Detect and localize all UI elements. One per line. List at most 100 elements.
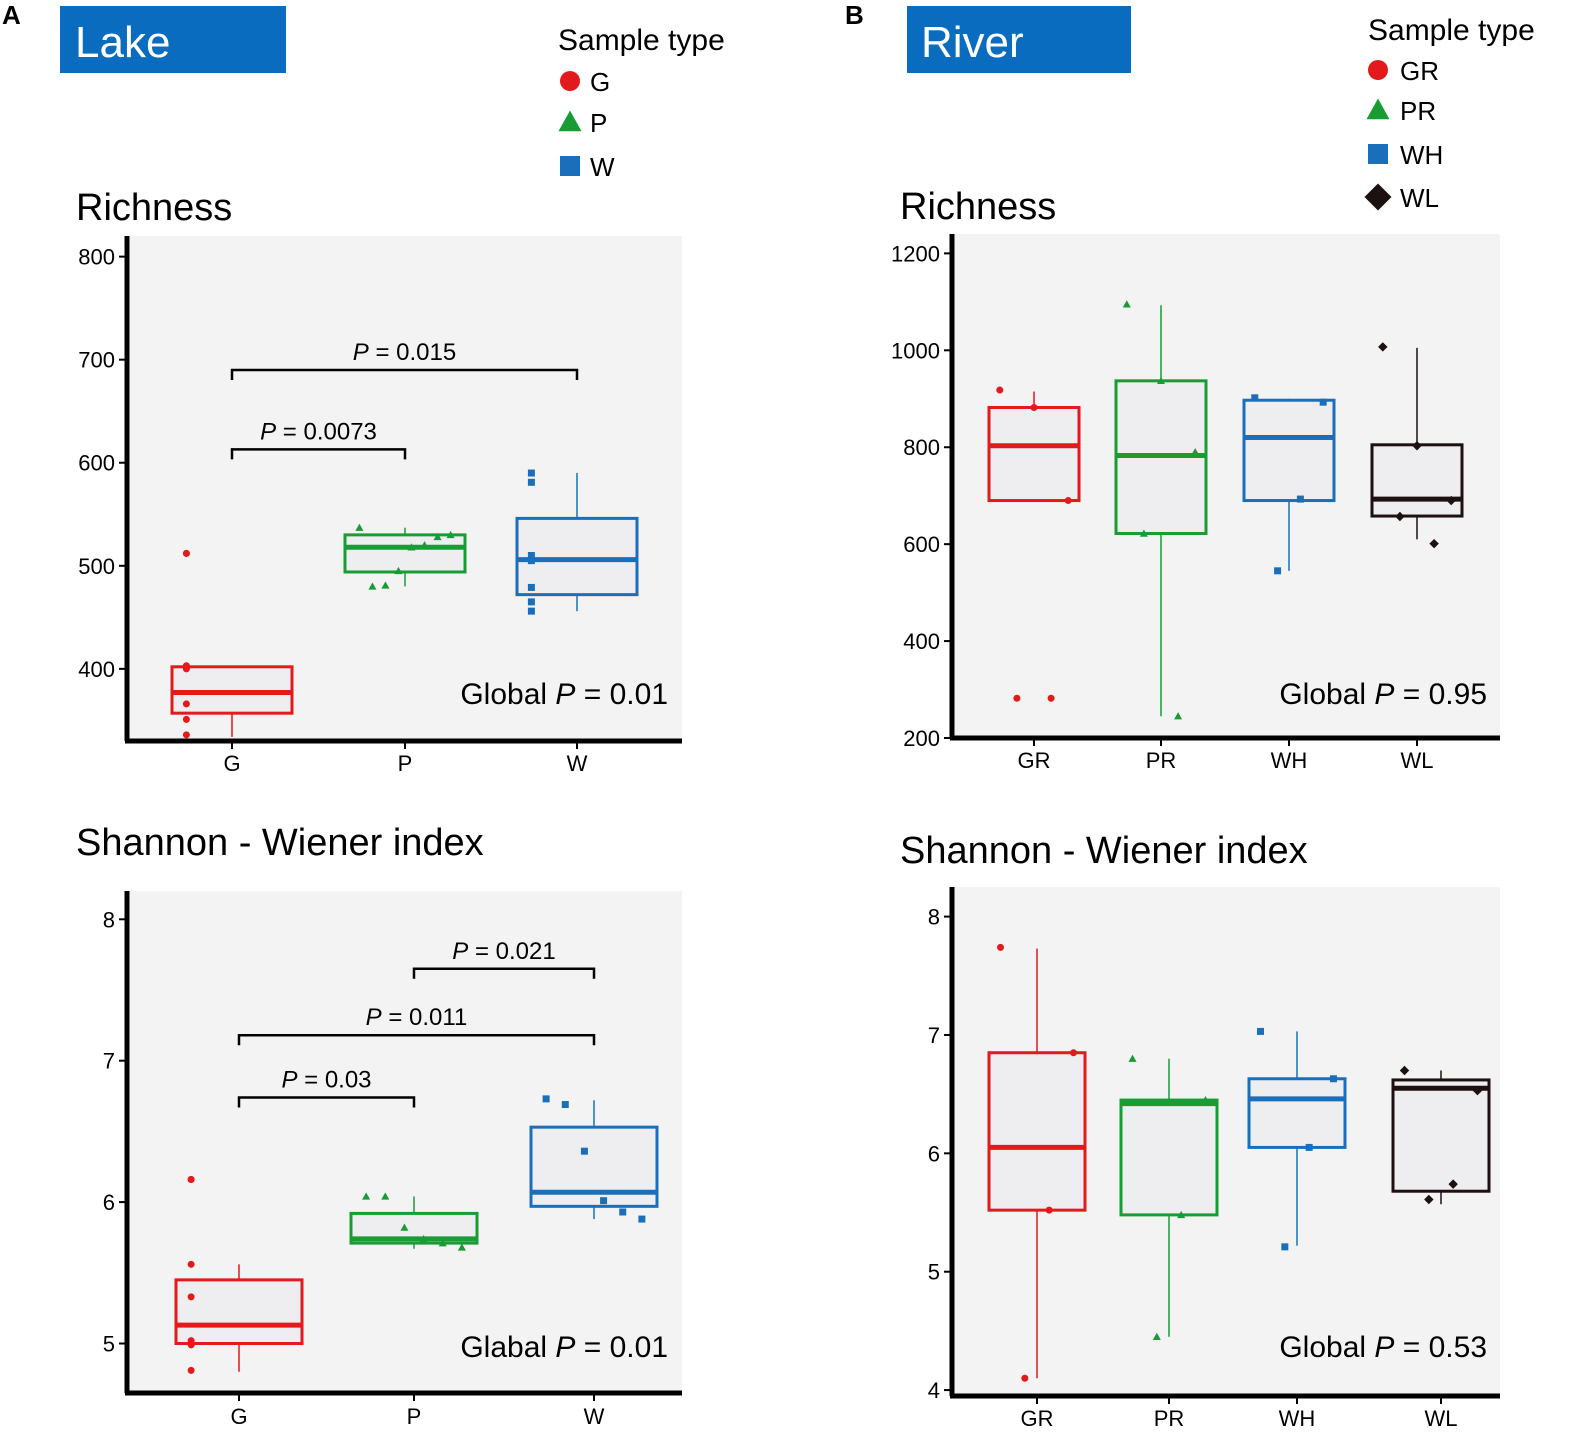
data-point [1424, 1194, 1434, 1205]
data-point [182, 715, 190, 723]
data-point [1047, 694, 1055, 702]
data-point [1152, 1332, 1161, 1341]
data-point [381, 1192, 390, 1200]
global-p-label: Global P = 0.53 [1279, 1331, 1487, 1364]
legend-lake: Sample type GPW [558, 24, 725, 182]
legend-river: Sample type GR PR WH WL [1364, 14, 1535, 213]
legend-lake-title: Sample type [558, 24, 725, 57]
data-point [1251, 394, 1259, 402]
box-iqr [1247, 1077, 1347, 1149]
lake-title-box [60, 6, 286, 73]
x-tick-label: GR [1021, 1406, 1054, 1431]
data-point [600, 1197, 608, 1205]
data-point [638, 1215, 646, 1223]
legend-river-title: Sample type [1368, 14, 1535, 47]
y-tick-label: 800 [78, 245, 115, 270]
box-iqr [987, 405, 1081, 503]
box-w [515, 469, 639, 615]
data-point [187, 1341, 195, 1349]
box-iqr [1370, 443, 1464, 518]
data-point [527, 583, 535, 591]
data-point [1030, 403, 1038, 411]
box-iqr [1242, 398, 1336, 503]
p-value: = 0.021 [468, 938, 555, 965]
data-point [1128, 1054, 1137, 1062]
significance-label: P = 0.021 [452, 938, 555, 965]
data-point [1378, 342, 1388, 352]
data-point [182, 665, 190, 673]
y-tick-label: 8 [103, 907, 115, 932]
box-gr [987, 943, 1087, 1382]
legend-marker-wh [1368, 144, 1388, 164]
data-point [1305, 1143, 1313, 1151]
data-point [527, 607, 535, 615]
data-point [457, 1243, 466, 1251]
x-tick-label: WH [1279, 1406, 1316, 1431]
global-p-label: Global P = 0.01 [460, 678, 668, 711]
global-prefix: Global [1279, 678, 1374, 711]
data-point [1177, 1210, 1186, 1219]
chart-river-richness: Richness 200 400 600 800 1000 1200 Global P = 0… [891, 186, 1500, 773]
data-point [362, 1192, 371, 1200]
y-tick-label: 5 [103, 1332, 115, 1357]
data-point [420, 541, 429, 549]
global-prefix: Glabal [460, 1331, 555, 1364]
data-point [527, 557, 535, 565]
significance-bracket [230, 368, 579, 380]
data-point [368, 582, 377, 590]
x-tick-label: PR [1154, 1406, 1185, 1431]
significance-label: P = 0.0073 [260, 418, 377, 445]
p-value: = 0.03 [297, 1066, 371, 1093]
data-point [1281, 1243, 1289, 1251]
global-value: = 0.95 [1394, 678, 1487, 711]
data-point [187, 1175, 195, 1183]
x-tick-label: P [398, 751, 413, 776]
data-point [1191, 448, 1200, 456]
data-point [1319, 398, 1327, 406]
legend-marker-p [558, 110, 582, 132]
data-point [619, 1208, 627, 1216]
river-title-box [907, 6, 1131, 73]
data-point [381, 581, 390, 589]
significance-bracket [237, 1096, 416, 1108]
significance-bracket [412, 967, 596, 979]
y-tick-label: 1000 [891, 338, 940, 363]
global-prefix: Global [460, 678, 555, 711]
p-symbol: P [452, 938, 468, 965]
data-point [527, 469, 535, 477]
x-tick-label: WL [1425, 1406, 1458, 1431]
data-point [187, 1366, 195, 1374]
x-tick-label: G [223, 751, 240, 776]
box-g [174, 1175, 304, 1374]
y-tick-label: 1200 [891, 241, 940, 266]
p-symbol: P [281, 1066, 297, 1093]
chart-title: Richness [900, 186, 1056, 228]
global-value: = 0.01 [575, 678, 668, 711]
y-tick-label: 600 [78, 451, 115, 476]
box-g [170, 549, 294, 739]
box-pr [1119, 1054, 1219, 1341]
p-value: = 0.011 [382, 1004, 468, 1031]
global-p-label: Glabal P = 0.01 [460, 1331, 668, 1364]
data-point [542, 1095, 550, 1103]
y-tick-label: 7 [103, 1049, 115, 1074]
data-point [1257, 1027, 1265, 1035]
y-tick-label: 400 [78, 657, 115, 682]
data-point [1329, 1075, 1337, 1083]
x-tick-label: PR [1146, 748, 1177, 773]
data-point [182, 731, 190, 739]
box-wh [1247, 1027, 1347, 1251]
p-symbol: P [366, 1004, 382, 1031]
x-tick-label: P [407, 1404, 422, 1429]
data-point [527, 478, 535, 486]
box-wl [1370, 342, 1464, 549]
legend-label-pr: PR [1400, 96, 1436, 126]
box-w [529, 1095, 659, 1223]
data-point [438, 1239, 447, 1247]
data-point [187, 1293, 195, 1301]
p-symbol: P [353, 339, 369, 366]
box-iqr [987, 1051, 1087, 1212]
x-tick-label: WH [1271, 748, 1308, 773]
